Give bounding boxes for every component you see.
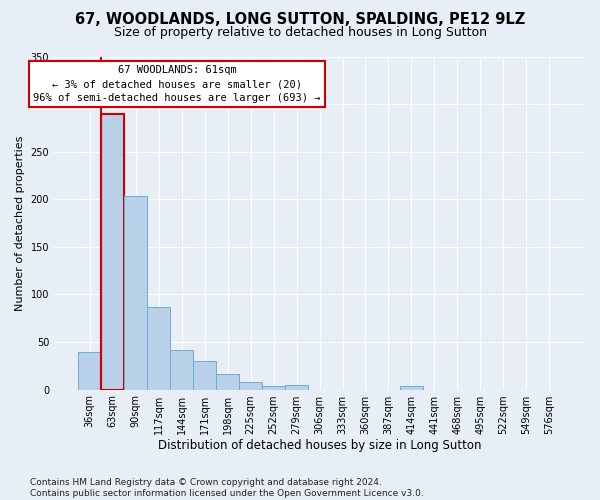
Bar — [124, 196, 147, 390]
Text: Contains HM Land Registry data © Crown copyright and database right 2024.
Contai: Contains HM Land Registry data © Crown c… — [30, 478, 424, 498]
Bar — [216, 374, 239, 390]
Bar — [262, 386, 285, 390]
Bar — [400, 386, 423, 390]
Bar — [170, 350, 193, 390]
Bar — [193, 361, 216, 390]
Y-axis label: Number of detached properties: Number of detached properties — [15, 136, 25, 310]
Bar — [285, 385, 308, 390]
X-axis label: Distribution of detached houses by size in Long Sutton: Distribution of detached houses by size … — [158, 440, 481, 452]
Bar — [239, 382, 262, 390]
Text: 67 WOODLANDS: 61sqm
← 3% of detached houses are smaller (20)
96% of semi-detache: 67 WOODLANDS: 61sqm ← 3% of detached hou… — [33, 65, 321, 103]
Text: Size of property relative to detached houses in Long Sutton: Size of property relative to detached ho… — [113, 26, 487, 39]
Text: 67, WOODLANDS, LONG SUTTON, SPALDING, PE12 9LZ: 67, WOODLANDS, LONG SUTTON, SPALDING, PE… — [75, 12, 525, 28]
Bar — [147, 307, 170, 390]
Bar — [101, 114, 124, 390]
Bar — [78, 352, 101, 390]
